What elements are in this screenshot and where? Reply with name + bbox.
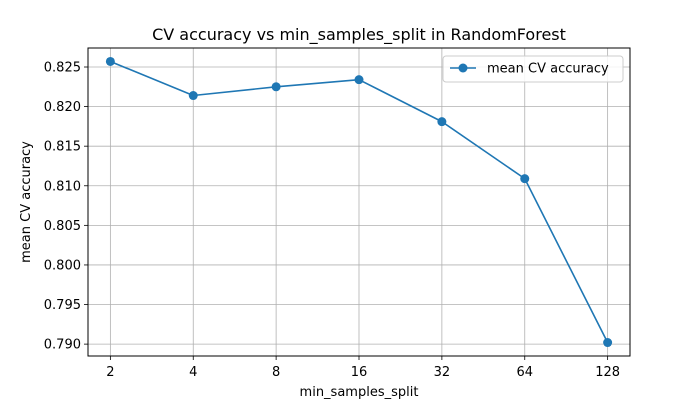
y-axis-label: mean CV accuracy <box>19 141 34 263</box>
y-tick-label: 0.800 <box>44 258 81 273</box>
legend-entry-mean-cv-accuracy: mean CV accuracy <box>487 62 609 77</box>
y-tick-label: 0.795 <box>44 298 81 313</box>
y-tick-label: 0.825 <box>44 61 81 76</box>
data-point <box>603 338 613 348</box>
y-tick-label: 0.790 <box>44 338 81 353</box>
y-tick-label: 0.805 <box>44 219 81 234</box>
legend-box <box>442 55 624 83</box>
y-tick-label: 0.810 <box>44 179 81 194</box>
data-point <box>188 91 198 101</box>
data-point <box>105 56 115 66</box>
data-point <box>520 174 530 184</box>
data-point <box>271 82 281 92</box>
data-point <box>354 75 364 85</box>
series-layer <box>105 56 613 348</box>
legend: mean CV accuracy <box>442 55 624 83</box>
legend-marker-swatch <box>458 63 468 73</box>
data-point <box>437 117 447 127</box>
x-tick-label: 16 <box>351 365 368 380</box>
x-tick-label: 4 <box>189 365 197 380</box>
x-axis-label: min_samples_split <box>300 385 419 400</box>
y-tick-label: 0.815 <box>44 140 81 155</box>
y-axis: 0.790 0.795 0.800 0.805 0.810 0.815 0.820 0.825 <box>44 61 88 353</box>
x-tick-label: 64 <box>516 365 533 380</box>
x-tick-label: 8 <box>272 365 280 380</box>
x-tick-label: 128 <box>595 365 620 380</box>
grid <box>88 48 630 356</box>
x-tick-label: 2 <box>106 365 114 380</box>
x-tick-label: 32 <box>434 365 451 380</box>
chart-title: CV accuracy vs min_samples_split in Rand… <box>152 25 566 45</box>
x-axis: 2 4 8 16 32 64 128 <box>106 356 620 380</box>
y-tick-label: 0.820 <box>44 100 81 115</box>
